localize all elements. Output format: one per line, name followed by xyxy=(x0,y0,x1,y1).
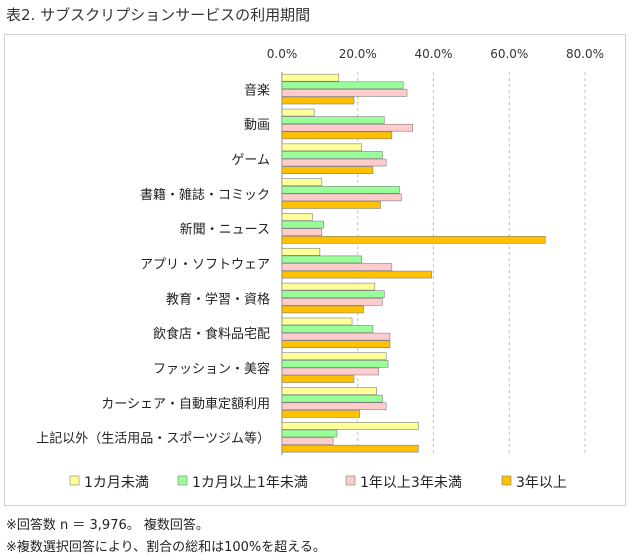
bar xyxy=(281,290,385,299)
category-label: カーシェア・自動車定額利用 xyxy=(101,397,270,412)
bar xyxy=(281,193,402,202)
bar xyxy=(281,298,383,306)
bar xyxy=(281,108,315,117)
legend-label: 1カ月以上1年未満 xyxy=(192,475,308,491)
legend-label: 1年以上3年未満 xyxy=(360,475,462,491)
category-label: ゲーム xyxy=(231,153,270,168)
bar xyxy=(281,248,321,256)
bar xyxy=(281,158,387,167)
x-tick-label: 80.0% xyxy=(566,47,604,61)
bar xyxy=(281,235,546,244)
bar xyxy=(281,81,404,90)
x-tick-label: 20.0% xyxy=(339,47,377,61)
bar xyxy=(281,437,334,445)
bar xyxy=(281,270,432,279)
bar xyxy=(281,422,419,430)
bar xyxy=(281,402,387,411)
bar xyxy=(281,360,389,368)
bar xyxy=(281,282,376,291)
bar xyxy=(281,213,313,221)
bar xyxy=(281,394,383,403)
bar xyxy=(281,178,323,186)
legend-swatch xyxy=(501,475,512,486)
x-tick-label: 60.0% xyxy=(490,47,528,61)
bar xyxy=(281,444,419,453)
category-label: 上記以外（生活用品・スポーツジム等） xyxy=(36,431,270,447)
bar xyxy=(281,367,379,376)
x-tick-label: 40.0% xyxy=(414,47,452,61)
bar xyxy=(281,255,362,264)
legend-swatch xyxy=(69,475,80,486)
category-label: 音楽 xyxy=(244,82,270,98)
note-response-count: ※回答数 n ＝ 3,976。 複数回答。 xyxy=(6,518,209,533)
bar xyxy=(281,340,391,349)
bar xyxy=(281,410,360,418)
bar xyxy=(281,123,413,132)
category-label: 新聞・ニュース xyxy=(180,222,270,238)
bar xyxy=(281,305,364,314)
legend-swatch xyxy=(177,475,188,486)
bar xyxy=(281,73,340,82)
bar xyxy=(281,185,400,194)
category-label: 教育・学習・資格 xyxy=(166,291,270,307)
bar xyxy=(281,228,323,236)
bar xyxy=(281,263,393,271)
bar xyxy=(281,131,393,140)
bar xyxy=(281,89,408,97)
bar xyxy=(281,375,355,383)
bar xyxy=(281,317,353,326)
x-tick-label: 0.0% xyxy=(267,47,298,61)
category-label: ファッション・美容 xyxy=(153,361,270,377)
bar xyxy=(281,116,385,124)
bar-chart: 0.0% 20.0% 40.0% 60.0% 80.0% 音楽動画ゲーム書籍・雑誌・コミッ… xyxy=(36,47,604,491)
legend-swatch xyxy=(345,475,356,486)
bar xyxy=(281,325,374,333)
category-label: 飲食店・食料品宅配 xyxy=(153,326,270,342)
bar xyxy=(281,96,355,105)
category-label: アプリ・ソフトウェア xyxy=(140,258,270,273)
legend-label: 1カ月未満 xyxy=(84,475,149,491)
chart-title: 表2. サブスクリプションサービスの利用期間 xyxy=(6,6,311,24)
legend-label: 3年以上 xyxy=(516,475,567,491)
category-label: 書籍・雑誌・コミック xyxy=(140,187,270,203)
bar xyxy=(281,143,362,152)
bar xyxy=(281,151,383,159)
bar xyxy=(281,352,387,361)
bar xyxy=(281,429,338,438)
bar xyxy=(281,220,324,229)
bar xyxy=(281,166,374,174)
category-label: 動画 xyxy=(244,118,270,133)
note-multiple-answer: ※複数選択回答により、割合の総和は100%を超える。 xyxy=(6,540,326,555)
bar xyxy=(281,387,377,395)
bar xyxy=(281,332,391,341)
bar xyxy=(281,201,381,209)
